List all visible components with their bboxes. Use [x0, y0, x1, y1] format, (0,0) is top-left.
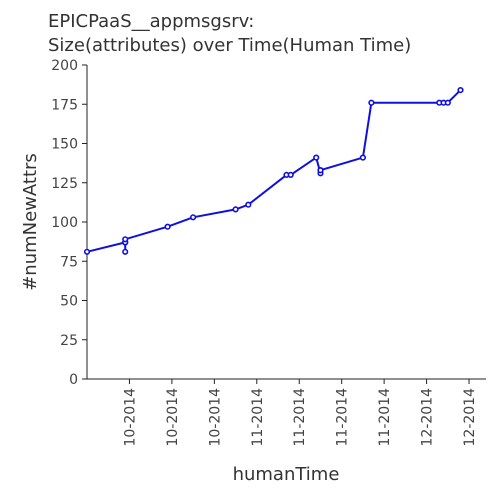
data-point	[122, 248, 129, 255]
y-tick-label: 25	[60, 333, 78, 349]
data-point	[359, 154, 367, 161]
y-tick-label: 0	[69, 372, 78, 388]
data-point	[83, 248, 91, 255]
data-point	[287, 171, 294, 178]
data-point	[317, 167, 324, 174]
x-tick-label: 11-2014	[250, 388, 266, 447]
y-tick-label: 50	[60, 294, 78, 310]
y-tick-label: 175	[51, 97, 78, 113]
x-tick-label: 11-2014	[335, 388, 351, 447]
y-tick-label: 100	[51, 215, 78, 231]
data-point	[457, 86, 464, 94]
y-tick-label: 200	[51, 58, 78, 74]
x-tick-label: 10-2014	[165, 388, 181, 447]
data-point	[164, 223, 171, 230]
data-point	[190, 214, 197, 221]
series-line	[86, 89, 462, 253]
y-tick-label: 150	[51, 137, 78, 153]
chart-title-line-2: Size(attributes) over Time(Human Time)	[48, 35, 411, 56]
data-point	[245, 201, 252, 208]
y-tick-label: 125	[51, 176, 78, 192]
x-axis-label: humanTime	[233, 464, 340, 485]
data-point	[368, 99, 375, 106]
data-point	[313, 154, 320, 161]
x-tick-label: 10-2014	[122, 388, 138, 447]
y-axis-label: #numNewAttrs	[20, 153, 41, 291]
data-series	[83, 86, 464, 255]
x-axis-ticks: 10-2014 10-2014 10-2014 11-2014 11-2014 11-20…	[122, 379, 478, 447]
data-point	[444, 99, 451, 106]
data-point	[122, 236, 129, 243]
x-tick-label: 11-2014	[292, 388, 308, 447]
y-tick-label: 75	[60, 254, 78, 270]
x-tick-label: 12-2014	[462, 388, 478, 447]
y-axis-ticks: 0 25 50 75 100 125 150 175 200	[51, 58, 87, 388]
x-tick-label: 10-2014	[207, 388, 223, 447]
chart-title-line-1: EPICPaaS__appmsgsrv:	[48, 11, 254, 32]
data-point	[232, 206, 239, 213]
x-tick-label: 12-2014	[420, 388, 436, 447]
x-tick-label: 11-2014	[377, 388, 393, 447]
